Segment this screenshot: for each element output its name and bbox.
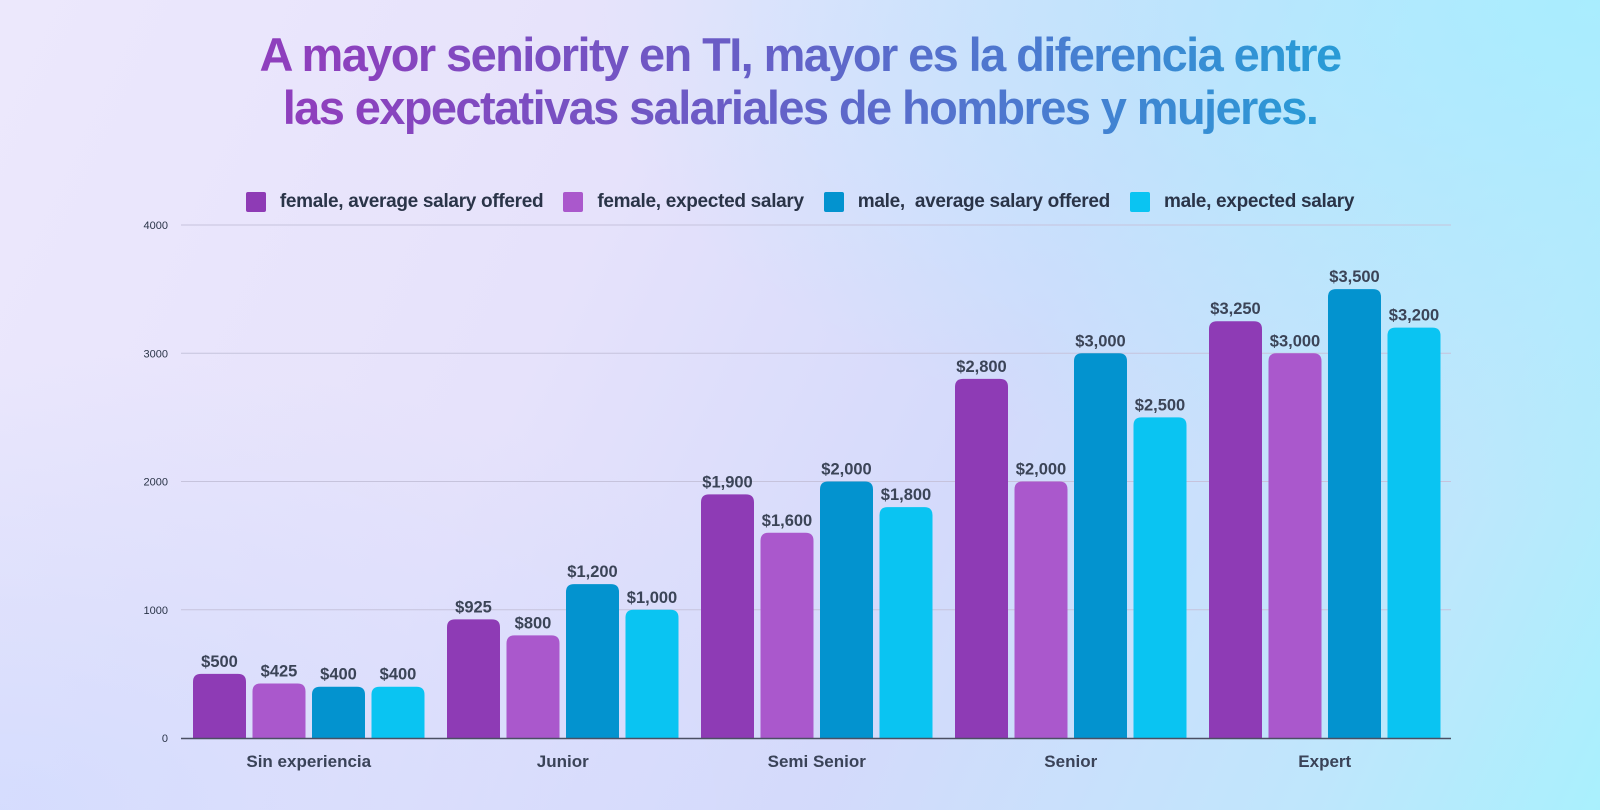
bar[interactable] (625, 609, 679, 738)
data-label: $2,000 (821, 461, 871, 479)
legend-swatch-male-offered (823, 192, 844, 212)
legend-label: female, average salary offered (279, 191, 544, 212)
data-label: $400 (320, 666, 357, 684)
legend-swatch-female-offered (245, 192, 266, 212)
data-label: $1,200 (567, 563, 617, 581)
data-label: $2,000 (1016, 461, 1066, 479)
bar[interactable] (312, 686, 365, 738)
bars (193, 289, 1441, 738)
x-tick-label: Junior (537, 752, 589, 771)
data-label: $3,500 (1329, 268, 1379, 286)
bar[interactable] (1328, 289, 1381, 738)
data-label: $3,250 (1210, 300, 1260, 318)
legend-swatch-female-expected (563, 192, 584, 212)
legend-item-female-offered[interactable]: female, average salary offered (245, 191, 544, 213)
bar[interactable] (820, 481, 873, 739)
legend-item-male-offered[interactable]: male, average salary offered (823, 191, 1110, 213)
x-tick-label: Semi Senior (768, 752, 867, 771)
data-label: $3,000 (1270, 332, 1320, 350)
legend-label: male, expected salary (1163, 191, 1355, 212)
y-tick-label: 3000 (144, 348, 168, 360)
bar[interactable] (506, 635, 560, 738)
data-label: $2,800 (956, 358, 1006, 376)
data-label: $400 (380, 666, 417, 684)
bar[interactable] (193, 673, 246, 738)
bar[interactable] (1133, 417, 1187, 738)
bar[interactable] (879, 507, 933, 738)
data-label: $1,600 (762, 512, 812, 530)
bar[interactable] (371, 686, 425, 738)
x-axis-category-labels: Sin experiencia Junior Semi Senior Senior Ex… (246, 752, 1351, 771)
data-label: $3,200 (1389, 307, 1439, 325)
legend-item-female-expected[interactable]: female, expected salary (563, 191, 804, 213)
y-tick-label: 2000 (144, 477, 168, 489)
bar[interactable] (701, 494, 754, 738)
bar[interactable] (760, 532, 814, 738)
bar[interactable] (1074, 353, 1127, 738)
y-tick-label: 1000 (144, 605, 168, 617)
data-label: $800 (515, 614, 552, 632)
x-tick-label: Sin experiencia (246, 752, 371, 771)
bar[interactable] (252, 683, 306, 738)
bar[interactable] (1014, 481, 1068, 739)
bar[interactable] (1387, 327, 1441, 738)
data-label: $1,000 (627, 589, 677, 607)
data-label: $1,900 (702, 473, 752, 491)
data-label: $1,800 (881, 486, 931, 504)
data-labels: $500 $425 $400 $400 $925 $800 $1,200 $1,000 $1,9… (201, 268, 1439, 684)
y-tick-label: 4000 (144, 220, 168, 232)
data-label: $2,500 (1135, 396, 1185, 414)
legend-label: male, average salary offered (857, 191, 1110, 212)
data-label: $3,000 (1075, 332, 1125, 350)
legend: female, average salary offered female, e… (0, 191, 1600, 213)
bar[interactable] (1209, 321, 1262, 738)
y-tick-label: 0 (162, 733, 168, 745)
legend-swatch-male-expected (1129, 192, 1150, 212)
legend-label: female, expected salary (597, 191, 804, 212)
bar[interactable] (1268, 353, 1322, 738)
data-label: $425 (261, 662, 298, 680)
bar[interactable] (955, 378, 1008, 738)
data-label: $925 (455, 598, 492, 616)
data-label: $500 (201, 653, 238, 671)
x-tick-label: Senior (1044, 752, 1097, 771)
y-axis-ticks: 0 1000 2000 3000 4000 (144, 220, 168, 745)
legend-item-male-expected[interactable]: male, expected salary (1129, 191, 1355, 213)
bar[interactable] (447, 619, 500, 738)
bar[interactable] (566, 584, 619, 738)
x-tick-label: Expert (1298, 752, 1351, 771)
